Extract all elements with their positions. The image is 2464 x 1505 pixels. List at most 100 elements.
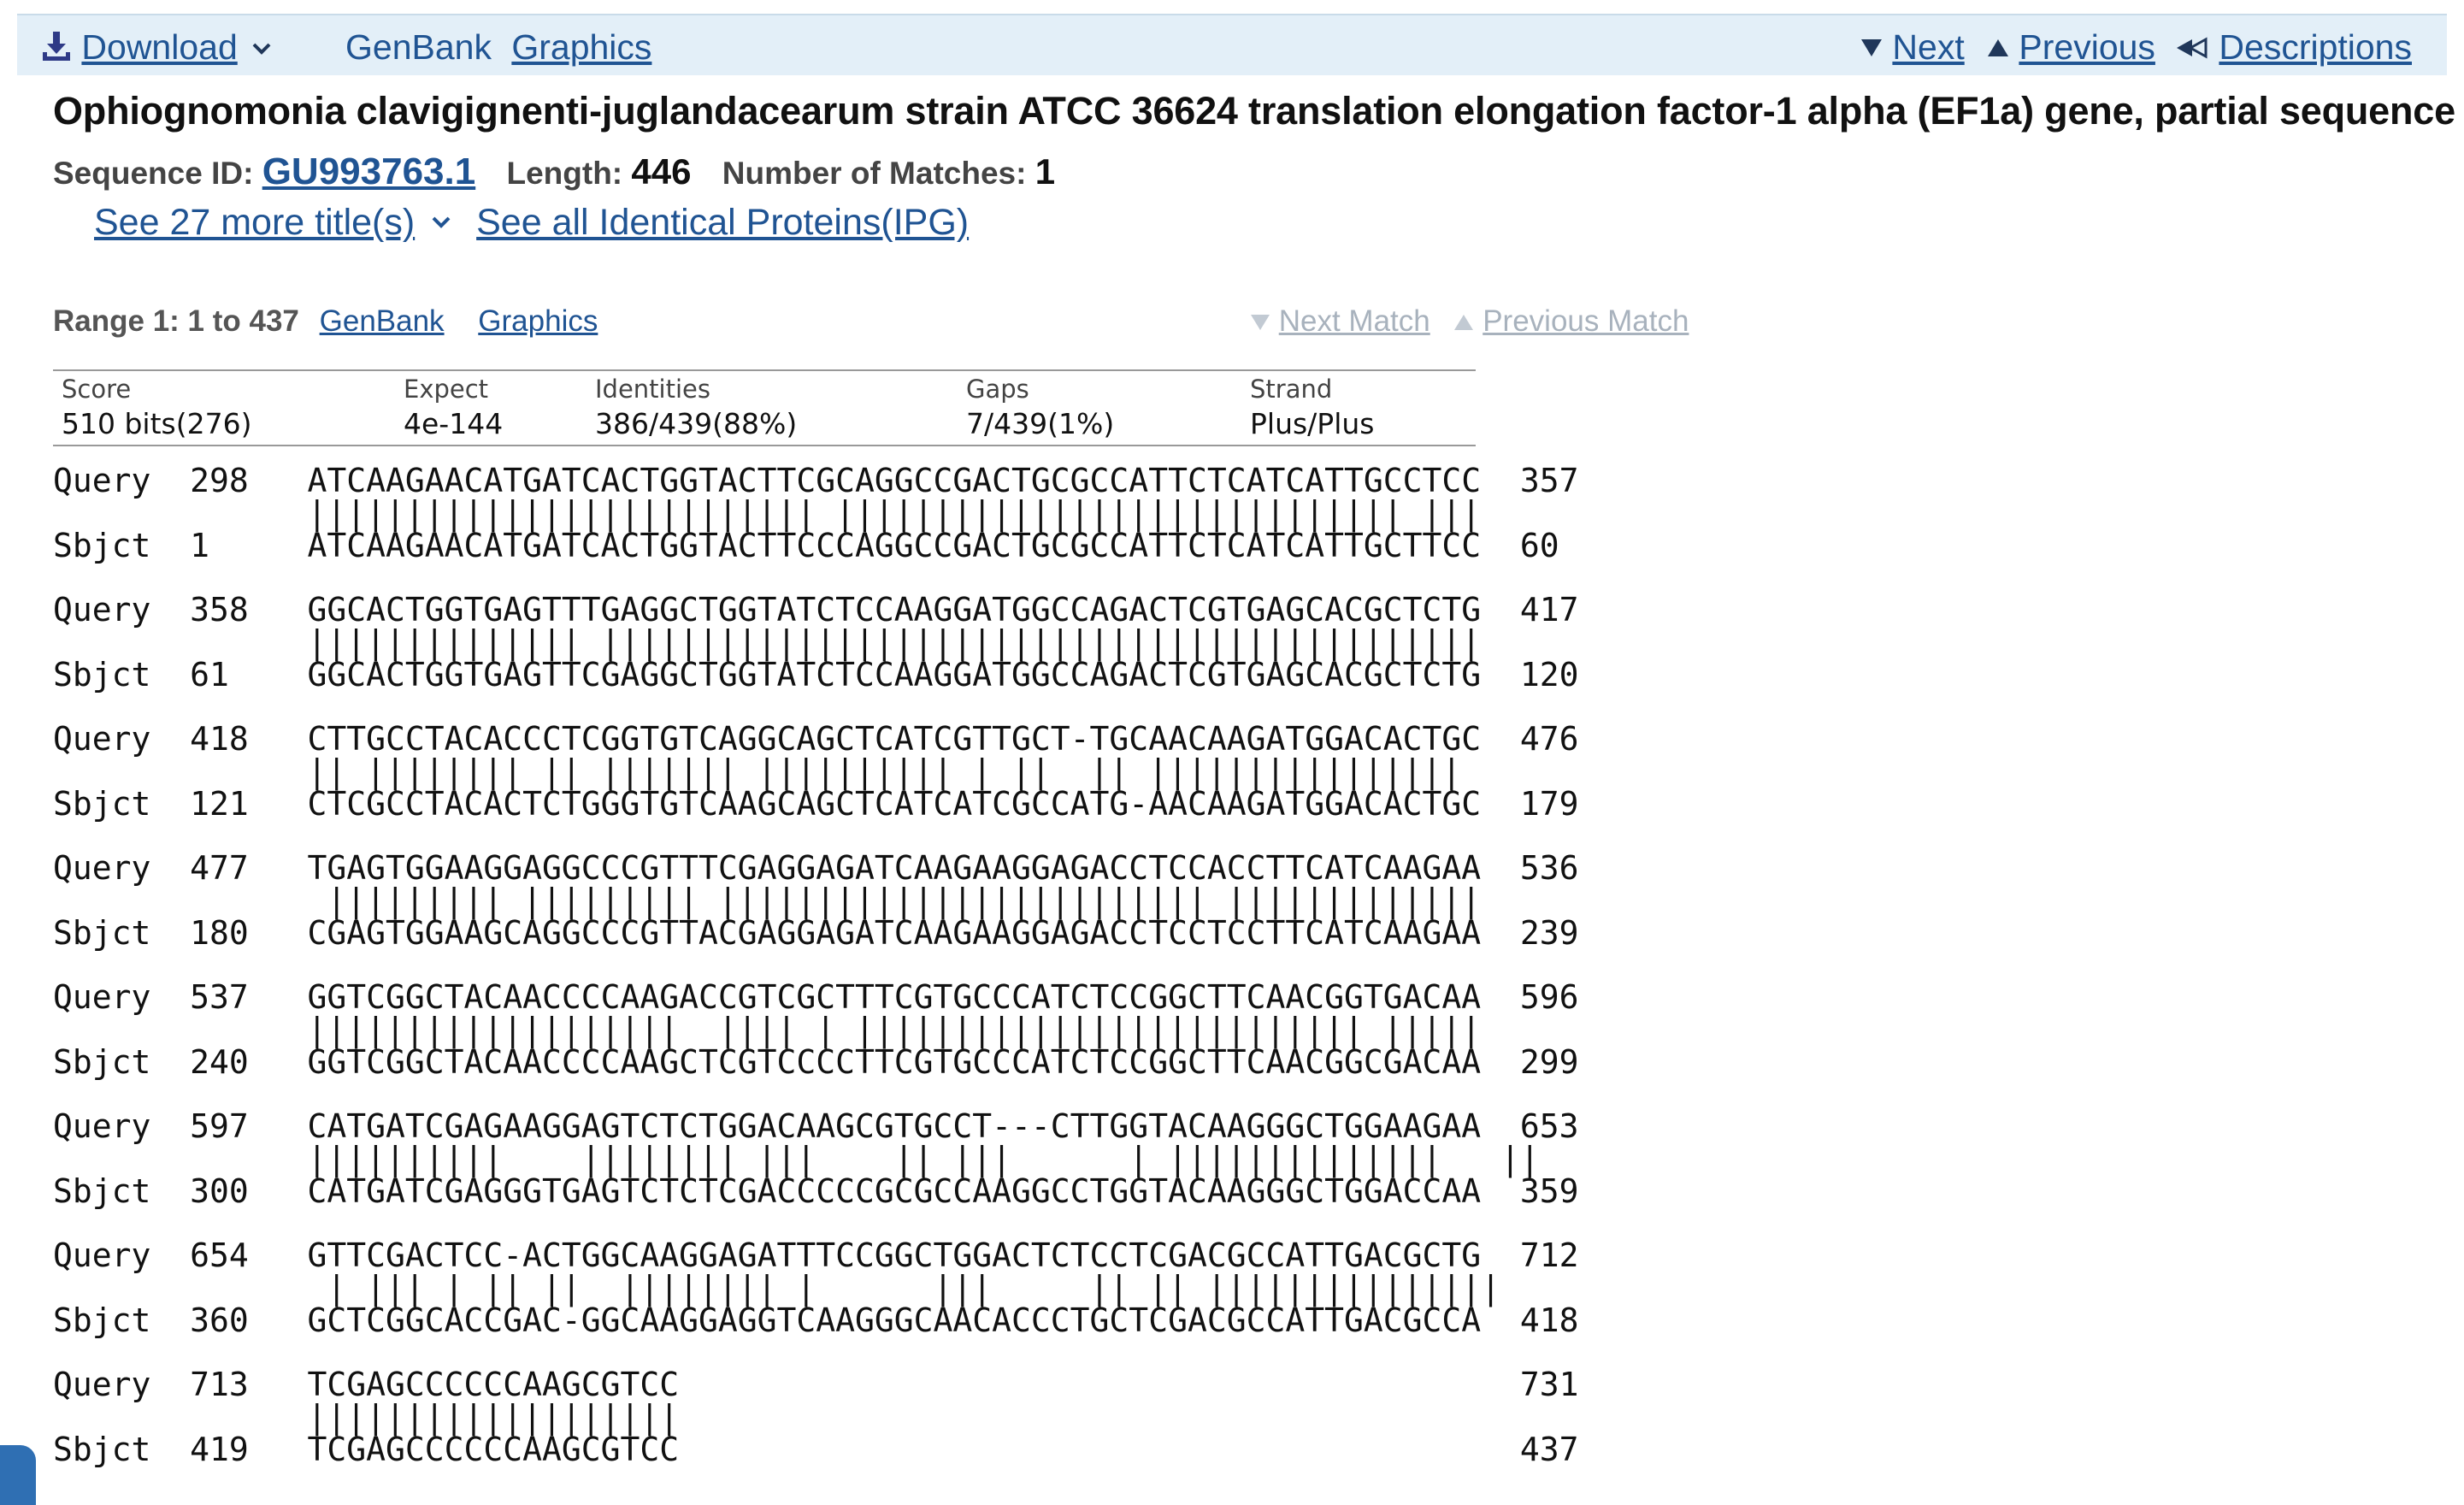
graphics-link[interactable]: Graphics bbox=[511, 27, 652, 67]
chevron-down-icon[interactable] bbox=[252, 42, 271, 56]
sbjct-label: Sbjct bbox=[53, 1172, 151, 1210]
previous-link[interactable]: Previous bbox=[2019, 27, 2155, 67]
match-line: || |||||||| || ||||||| |||||||||| | || |… bbox=[307, 752, 1462, 790]
match-row: |||||||||||||| |||||||||||||||||||||||||… bbox=[53, 623, 1481, 661]
query-label: Query bbox=[53, 462, 151, 499]
query-row: Query 713 TCGAGCCCCCCAAGCGTCC 731 bbox=[53, 1366, 1579, 1403]
sbjct-row: Sbjct 180 CGAGTGGAAGCAGGCCCGTTACGAGGAGAT… bbox=[53, 914, 1579, 952]
title-links: See 27 more title(s) See all Identical P… bbox=[94, 202, 969, 244]
query-label: Query bbox=[53, 591, 151, 629]
sbjct-start: 1 bbox=[190, 527, 210, 564]
back-arrow-icon bbox=[2177, 37, 2208, 59]
match-row: |||||||||| |||||||| ||| || ||| | |||||||… bbox=[53, 1140, 1540, 1177]
match-row: | ||| | || || |||||||| | ||| || || |||||… bbox=[53, 1269, 1500, 1307]
sequence-info: Sequence ID: GU993763.1 Length: 446 Numb… bbox=[53, 150, 1055, 193]
sbjct-sequence: TCGAGCCCCCCAAGCGTCC bbox=[307, 1431, 680, 1468]
next-nav[interactable]: Next bbox=[1860, 26, 1965, 68]
query-start: 654 bbox=[190, 1236, 249, 1274]
query-row: Query 477 TGAGTGGAAGGAGGCCCGTTTCGAGGAGAT… bbox=[53, 849, 1579, 887]
query-start: 477 bbox=[190, 849, 249, 887]
sbjct-sequence: CGAGTGGAAGCAGGCCCGTTACGAGGAGATCAAGAAGGAG… bbox=[307, 914, 1482, 952]
sbjct-row: Sbjct 61 GGCACTGGTGAGTTCGAGGCTGGTATCTCCA… bbox=[53, 656, 1579, 693]
sbjct-sequence: ATCAAGAACATGATCACTGGTACTTCCCAGGCCGACTGCG… bbox=[307, 527, 1482, 564]
query-sequence: ATCAAGAACATGATCACTGGTACTTCGCAGGCCGACTGCG… bbox=[307, 462, 1482, 499]
match-line: |||||||||| |||||||| ||| || ||| | |||||||… bbox=[307, 1140, 1540, 1177]
previous-match-nav[interactable]: Previous Match bbox=[1453, 304, 1689, 338]
range-genbank-link[interactable]: GenBank bbox=[319, 304, 445, 338]
stat-identities: Identities 386/439(88%) bbox=[595, 371, 797, 441]
query-row: Query 418 CTTGCCTACACCCTCGGTGTCAGGCAGCTC… bbox=[53, 720, 1579, 758]
sequence-id-label: Sequence ID: bbox=[53, 156, 254, 191]
sbjct-sequence: GCTCGGCACCGAC-GGCAAGGAGGTCAAGGGCAACACCCT… bbox=[307, 1301, 1482, 1339]
query-start: 597 bbox=[190, 1107, 249, 1145]
query-end: 653 bbox=[1519, 1107, 1579, 1145]
match-row: ||||||||||||||||||| bbox=[53, 1398, 679, 1436]
query-row: Query 358 GGCACTGGTGAGTTTGAGGCTGGTATCTCC… bbox=[53, 591, 1579, 629]
query-start: 713 bbox=[190, 1366, 249, 1403]
query-end: 417 bbox=[1519, 591, 1579, 629]
match-line: ||||||||||||||||||| |||| | |||||||||||||… bbox=[307, 1011, 1482, 1048]
stat-value: Plus/Plus bbox=[1250, 407, 1375, 440]
results-toolbar: Download GenBank Graphics Next Previous … bbox=[17, 14, 2447, 75]
query-sequence: CATGATCGAGAAGGAGTCTCTGGACAAGCGTGCCT---CT… bbox=[307, 1107, 1482, 1145]
triangle-up-icon bbox=[1454, 315, 1474, 330]
range-header: Range 1: 1 to 437 GenBank Graphics bbox=[53, 304, 598, 339]
descriptions-link[interactable]: Descriptions bbox=[2219, 27, 2412, 67]
more-titles-link[interactable]: See 27 more title(s) bbox=[94, 202, 416, 243]
sequence-id-link[interactable]: GU993763.1 bbox=[262, 150, 476, 192]
next-match-link[interactable]: Next Match bbox=[1278, 304, 1430, 338]
query-label: Query bbox=[53, 849, 151, 887]
sbjct-sequence: CATGATCGAGGGTGAGTCTCTCGACCCCCGCGCCAAGGCC… bbox=[307, 1172, 1482, 1210]
matches-label: Number of Matches: bbox=[722, 156, 1027, 191]
sbjct-start: 180 bbox=[190, 914, 249, 952]
query-sequence: TGAGTGGAAGGAGGCCCGTTTCGAGGAGATCAAGAAGGAG… bbox=[307, 849, 1482, 887]
download-icon bbox=[43, 32, 70, 61]
query-row: Query 298 ATCAAGAACATGATCACTGGTACTTCGCAG… bbox=[53, 462, 1579, 499]
query-end: 357 bbox=[1519, 462, 1579, 499]
chevron-down-icon[interactable] bbox=[432, 215, 451, 229]
query-label: Query bbox=[53, 1236, 151, 1274]
next-match-nav[interactable]: Next Match bbox=[1250, 304, 1438, 338]
sbjct-label: Sbjct bbox=[53, 527, 151, 564]
match-line: |||||||||||||| |||||||||||||||||||||||||… bbox=[307, 623, 1482, 661]
previous-match-link[interactable]: Previous Match bbox=[1483, 304, 1689, 338]
query-end: 596 bbox=[1519, 978, 1579, 1016]
sbjct-end: 359 bbox=[1519, 1172, 1579, 1210]
sbjct-end: 120 bbox=[1519, 656, 1579, 693]
length-label: Length: bbox=[506, 156, 623, 191]
sbjct-label: Sbjct bbox=[53, 914, 151, 952]
sbjct-row: Sbjct 300 CATGATCGAGGGTGAGTCTCTCGACCCCCG… bbox=[53, 1172, 1579, 1210]
identical-proteins-link[interactable]: See all Identical Proteins(IPG) bbox=[476, 202, 970, 243]
query-label: Query bbox=[53, 1107, 151, 1145]
query-sequence: CTTGCCTACACCCTCGGTGTCAGGCAGCTCATCGTTGCT-… bbox=[307, 720, 1482, 758]
query-row: Query 654 GTTCGACTCC-ACTGGCAAGGAGATTTCCG… bbox=[53, 1236, 1579, 1274]
range-graphics-link[interactable]: Graphics bbox=[478, 304, 598, 338]
sbjct-row: Sbjct 1 ATCAAGAACATGATCACTGGTACTTCCCAGGC… bbox=[53, 527, 1559, 564]
query-row: Query 537 GGTCGGCTACAACCCCAAGACCGTCGCTTT… bbox=[53, 978, 1579, 1016]
range-label: Range 1: 1 to 437 bbox=[53, 304, 299, 338]
sbjct-end: 239 bbox=[1519, 914, 1579, 952]
next-link[interactable]: Next bbox=[1892, 27, 1965, 67]
sbjct-label: Sbjct bbox=[53, 1301, 151, 1339]
query-sequence: GGCACTGGTGAGTTTGAGGCTGGTATCTCCAAGGATGGCC… bbox=[307, 591, 1482, 629]
sbjct-label: Sbjct bbox=[53, 1431, 151, 1468]
query-label: Query bbox=[53, 720, 151, 758]
match-line: |||||||||||||||||||||||||| |||||||||||||… bbox=[307, 494, 1482, 532]
download-link[interactable]: Download bbox=[81, 27, 238, 67]
genbank-link[interactable]: GenBank bbox=[345, 27, 492, 67]
sbjct-end: 60 bbox=[1519, 527, 1559, 564]
download-menu[interactable]: Download bbox=[41, 26, 271, 68]
triangle-down-icon bbox=[1251, 315, 1270, 330]
sbjct-end: 437 bbox=[1519, 1431, 1579, 1468]
feedback-tab[interactable] bbox=[0, 1445, 36, 1505]
sbjct-start: 360 bbox=[190, 1301, 249, 1339]
previous-nav[interactable]: Previous bbox=[1987, 26, 2155, 68]
stat-value: 386/439(88%) bbox=[595, 407, 798, 440]
sbjct-label: Sbjct bbox=[53, 785, 151, 823]
descriptions-nav[interactable]: Descriptions bbox=[2175, 26, 2412, 68]
stat-value: 7/439(1%) bbox=[966, 407, 1115, 440]
sbjct-row: Sbjct 419 TCGAGCCCCCCAAGCGTCC 437 bbox=[53, 1431, 1579, 1468]
sbjct-label: Sbjct bbox=[53, 656, 151, 693]
match-row: ||||||||||||||||||| |||| | |||||||||||||… bbox=[53, 1011, 1481, 1048]
query-end: 476 bbox=[1519, 720, 1579, 758]
